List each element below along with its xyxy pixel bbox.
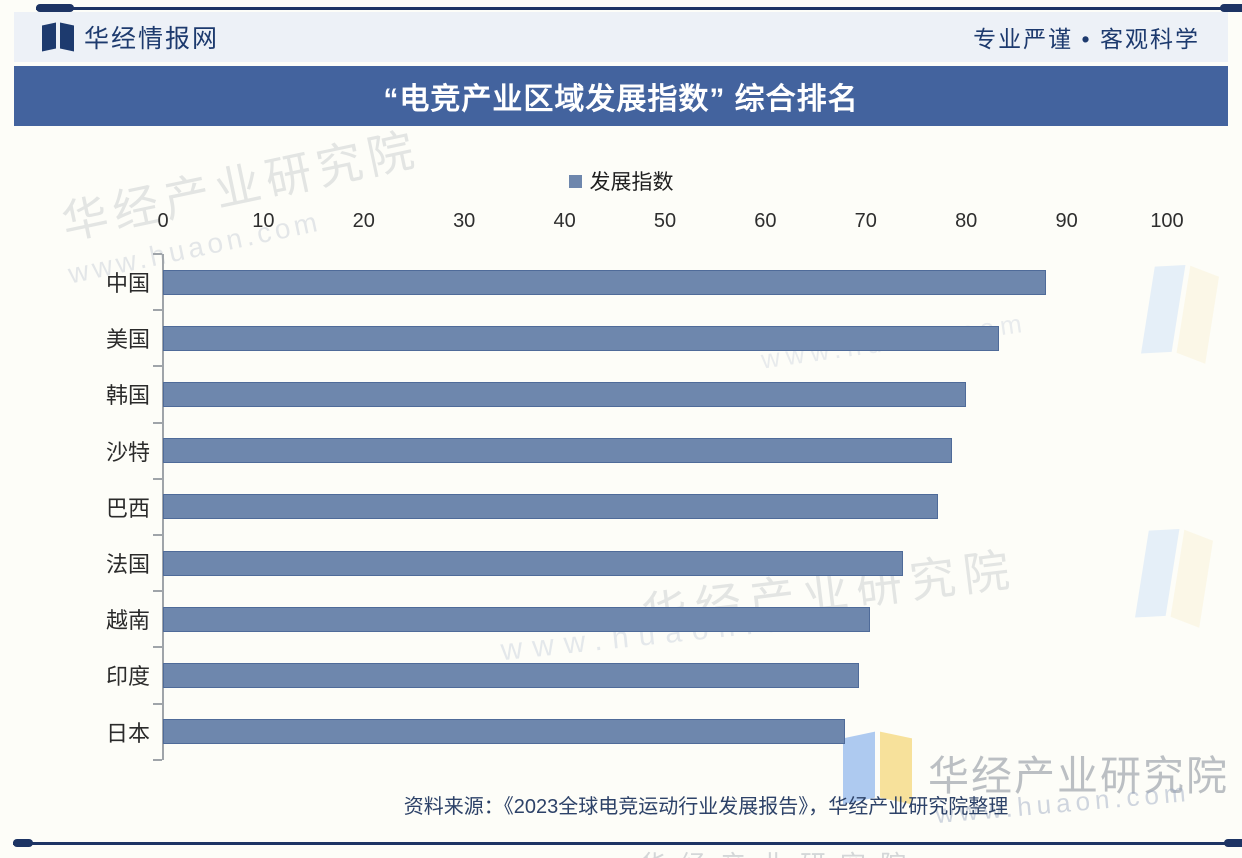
category-label: 法国 — [105, 552, 150, 578]
brand-book-icon — [42, 22, 74, 52]
bar-美国 — [163, 325, 1000, 351]
x-tick-label: 30 — [453, 210, 476, 232]
x-tick-label: 50 — [653, 210, 677, 232]
top-rule-left-dash — [36, 4, 74, 12]
category-label: 美国 — [105, 327, 150, 353]
bar-日本 — [163, 719, 845, 745]
bar-印度 — [163, 663, 859, 688]
brand: 华经情报网 — [42, 19, 219, 55]
y-axis-tick — [153, 477, 162, 480]
watermark-org-text: 华经产业研究院 — [638, 543, 1021, 641]
legend-swatch — [568, 174, 582, 188]
x-tick-label: 70 — [854, 210, 877, 232]
watermark-url-text: www.huaon.com — [499, 597, 851, 668]
title-bar: “电竞产业区域发展指数” 综合排名 — [14, 66, 1228, 126]
bottom-rule-right-dash — [1224, 839, 1242, 847]
x-tick-label: 40 — [553, 210, 576, 232]
bar-巴西 — [163, 494, 939, 520]
legend-label: 发展指数 — [589, 171, 674, 194]
y-axis-tick — [153, 646, 162, 649]
brand-tagline: 专业严谨 • 客观科学 — [973, 26, 1200, 52]
source-note: 资料来源：《2023全球电竞运动行业发展报告》，华经产业研究院整理 — [403, 796, 1009, 818]
brand-name: 华经情报网 — [84, 25, 220, 53]
top-rule-right-dash — [1220, 4, 1242, 12]
legend: 发展指数 — [0, 165, 1242, 197]
category-label: 巴西 — [105, 495, 150, 521]
x-tick-label: 80 — [955, 210, 978, 232]
y-axis-tick — [153, 309, 162, 312]
category-label: 中国 — [105, 271, 150, 297]
category-label: 韩国 — [105, 383, 150, 409]
watermark-url-text: www.huaon.com — [65, 205, 324, 290]
watermark-url-text: www.huaon.com — [759, 307, 1030, 375]
watermark-book-icon — [1141, 263, 1220, 364]
x-tick-label: 10 — [252, 210, 275, 232]
category-label: 印度 — [105, 664, 150, 690]
x-tick-label: 60 — [754, 210, 777, 232]
bar-中国 — [163, 269, 1046, 295]
y-axis-tick — [153, 365, 162, 368]
bar-越南 — [163, 606, 870, 632]
bar-沙特 — [163, 438, 953, 464]
bar-韩国 — [163, 382, 967, 407]
y-axis-tick — [153, 253, 162, 255]
category-label: 沙特 — [105, 439, 150, 465]
x-tick-label: 0 — [157, 210, 169, 232]
bottom-rule — [13, 842, 1242, 845]
y-axis-tick — [153, 758, 162, 761]
top-rule — [36, 7, 1242, 10]
x-tick-label: 90 — [1055, 210, 1078, 232]
bar-法国 — [163, 550, 903, 576]
y-axis-tick — [153, 421, 162, 424]
x-tick-label: 100 — [1150, 210, 1184, 232]
chart-title: “电竞产业区域发展指数” 综合排名 — [383, 83, 859, 116]
y-axis-tick — [153, 702, 162, 705]
watermark-book-icon — [1135, 527, 1214, 628]
bottom-rule-left-dash — [13, 839, 33, 847]
y-axis-line — [162, 254, 164, 760]
category-label: 越南 — [105, 608, 150, 634]
x-tick-label: 20 — [352, 210, 375, 232]
watermark-org-text: 华经产业研究院 — [640, 845, 920, 858]
y-axis-tick — [153, 590, 162, 593]
header: 华经情报网 专业严谨 • 客观科学 — [14, 12, 1228, 62]
y-axis-tick — [153, 534, 162, 536]
category-label: 日本 — [105, 720, 150, 746]
